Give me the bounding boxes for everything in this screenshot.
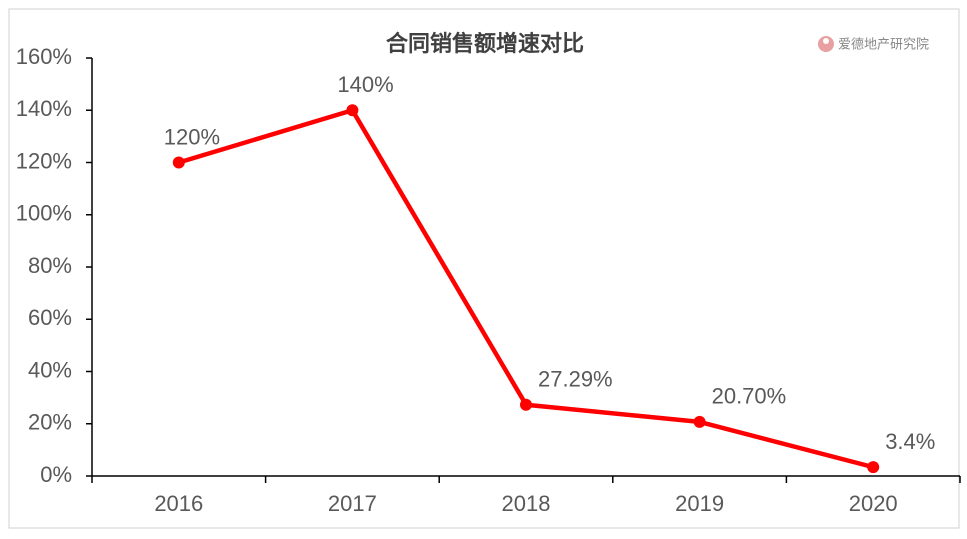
y-tick-label: 80%	[28, 253, 72, 278]
watermark: 爱德地产研究院	[838, 36, 929, 51]
point	[172, 156, 185, 169]
y-tick-label: 160%	[16, 44, 72, 69]
data-label: 27.29%	[538, 367, 613, 392]
y-tick-label: 140%	[16, 96, 72, 121]
point	[867, 461, 880, 474]
x-tick-label: 2016	[154, 491, 203, 516]
y-tick-label: 0%	[40, 462, 72, 487]
point	[693, 415, 706, 428]
chart-title: 合同销售额增速对比	[386, 31, 584, 56]
x-tick-label: 2018	[502, 491, 551, 516]
x-tick-label: 2019	[675, 491, 724, 516]
data-label: 3.4%	[885, 429, 935, 454]
data-label: 120%	[164, 124, 220, 149]
point	[346, 104, 359, 117]
data-label: 140%	[337, 72, 393, 97]
chart-border	[8, 8, 960, 529]
y-tick-label: 100%	[16, 201, 72, 226]
watermark-icon-dot	[823, 38, 829, 44]
y-tick-label: 20%	[28, 410, 72, 435]
x-tick-label: 2020	[849, 491, 898, 516]
y-tick-label: 40%	[28, 357, 72, 382]
y-tick-label: 120%	[16, 148, 72, 173]
x-tick-label: 2017	[328, 491, 377, 516]
data-label: 20.70%	[712, 384, 787, 409]
y-tick-label: 60%	[28, 305, 72, 330]
point	[520, 398, 532, 411]
